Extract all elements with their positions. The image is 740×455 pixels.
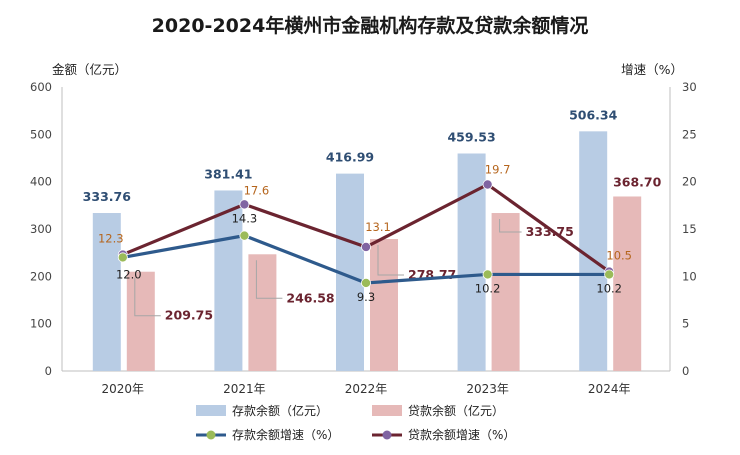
left-tick-label: 600 — [30, 80, 52, 94]
deposit-growth-label: 12.0 — [116, 267, 142, 281]
deposit-value-label: 416.99 — [326, 150, 374, 165]
x-tick-label: 2021年 — [223, 382, 266, 396]
legend-swatch — [372, 405, 402, 416]
loan-growth-point — [239, 199, 250, 210]
legend: 存款余额（亿元） 贷款余额（亿元） 存款余额增速（%） 贷款余额增速（%） — [196, 403, 515, 442]
legend-marker — [382, 430, 392, 440]
loan-growth-label: 19.7 — [485, 163, 511, 177]
deposit-value-label: 459.53 — [447, 129, 495, 144]
deposit-growth-point — [360, 277, 371, 288]
right-tick-label: 15 — [682, 222, 697, 236]
x-tick-label: 2022年 — [345, 382, 388, 396]
deposit-bar — [457, 153, 486, 371]
right-tick-label: 20 — [682, 175, 697, 189]
deposit-growth-point — [117, 252, 128, 263]
legend-label: 存款余额（亿元） — [232, 403, 328, 418]
deposit-bar — [579, 131, 608, 371]
legend-marker — [206, 430, 216, 440]
loan-label-leader — [377, 245, 404, 276]
right-tick-label: 5 — [682, 317, 689, 331]
left-tick-label: 500 — [30, 127, 52, 141]
loan-label-leader — [499, 219, 522, 233]
deposit-bar — [214, 190, 243, 371]
left-tick-label: 300 — [30, 222, 52, 236]
x-tick-label: 2024年 — [588, 382, 631, 396]
left-tick-label: 100 — [30, 317, 52, 331]
deposit-value-label: 506.34 — [569, 107, 618, 122]
deposit-growth-point — [482, 269, 493, 280]
right-axis-title: 增速（%） — [621, 62, 683, 77]
loan-growth-point — [482, 179, 493, 190]
right-tick-label: 0 — [682, 364, 689, 378]
loan-label-leader — [134, 277, 161, 317]
x-tick-label: 2020年 — [102, 382, 145, 396]
deposit-bar — [92, 213, 121, 371]
legend-label: 存款余额增速（%） — [232, 427, 339, 442]
loan-value-label: 246.58 — [286, 290, 334, 305]
legend-label: 贷款余额增速（%） — [408, 427, 515, 442]
loan-bar — [613, 196, 642, 371]
loan-value-label: 333.75 — [526, 224, 574, 239]
loan-bar — [491, 213, 520, 371]
left-tick-label: 400 — [30, 175, 52, 189]
loan-growth-label: 12.3 — [98, 232, 124, 246]
chart-title: 2020-2024年横州市金融机构存款及贷款余额情况 — [152, 14, 589, 37]
loan-growth-label: 17.6 — [244, 183, 270, 197]
right-tick-label: 30 — [682, 80, 697, 94]
deposit-growth-label: 10.2 — [596, 281, 622, 295]
x-tick-label: 2023年 — [466, 382, 509, 396]
left-axis-title: 金额（亿元） — [52, 62, 127, 77]
left-tick-label: 200 — [30, 269, 52, 283]
plot-area: 0 100 200 300 400 500 600 0 5 10 15 20 25 30 2020年 2021… — [30, 80, 697, 396]
deposit-growth-point — [604, 269, 615, 280]
loan-label-leader — [255, 260, 283, 299]
right-tick-label: 10 — [682, 269, 697, 283]
loan-bar — [370, 239, 398, 371]
deposit-growth-label: 10.2 — [475, 281, 501, 295]
deposit-growth-point — [239, 230, 250, 241]
loan-growth-label: 10.5 — [606, 249, 632, 263]
loan-bar — [126, 271, 155, 371]
deposit-growth-label: 14.3 — [232, 212, 258, 226]
right-tick-label: 25 — [682, 127, 697, 141]
loan-growth-point — [360, 241, 371, 252]
deposit-value-label: 381.41 — [204, 166, 252, 181]
deposit-growth-label: 9.3 — [357, 290, 375, 304]
legend-swatch — [196, 405, 226, 416]
loan-growth-label: 13.1 — [365, 220, 391, 234]
left-tick-label: 0 — [45, 364, 52, 378]
loan-value-label: 209.75 — [165, 308, 213, 323]
loan-value-label: 368.70 — [613, 174, 662, 189]
legend-label: 贷款余额（亿元） — [408, 403, 504, 418]
deposit-value-label: 333.76 — [83, 189, 132, 204]
loan-bar — [248, 254, 277, 371]
